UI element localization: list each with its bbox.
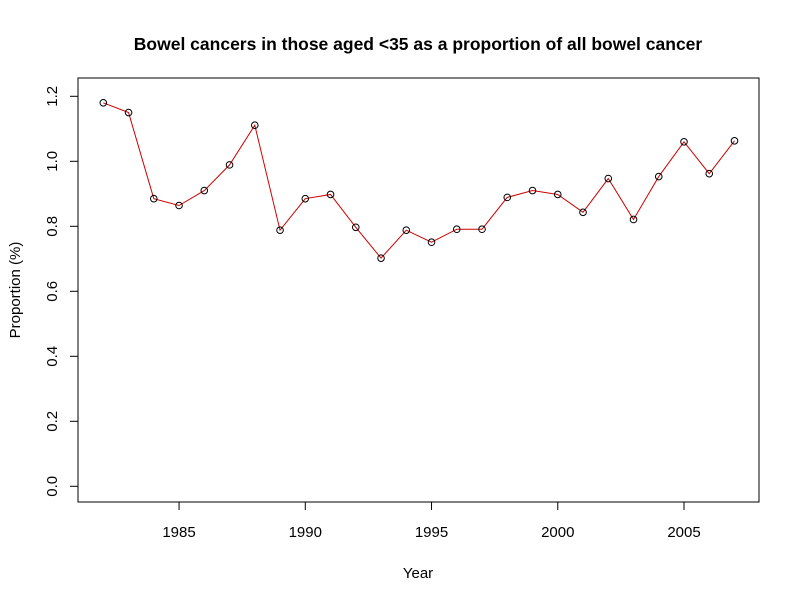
y-tick-label: 0.6	[44, 281, 61, 302]
plot-box	[77, 77, 760, 503]
y-tick-label: 1.2	[44, 86, 61, 107]
x-tick-label: 2000	[541, 524, 574, 541]
x-tick-label: 1990	[289, 524, 322, 541]
data-point	[705, 169, 714, 178]
data-point	[402, 226, 411, 234]
data-point	[629, 215, 638, 224]
data-point	[250, 121, 259, 130]
data-point	[503, 193, 512, 202]
y-axis-label: Proportion (%)	[7, 242, 24, 339]
y-tick-label: 0.0	[44, 476, 61, 497]
data-point	[200, 186, 209, 195]
data-point	[553, 190, 562, 199]
data-point	[225, 161, 234, 169]
x-tick-label: 2005	[667, 524, 700, 541]
data-point	[124, 108, 133, 117]
data-point	[478, 225, 486, 234]
data-point	[276, 226, 284, 234]
y-tick-label: 0.4	[44, 346, 61, 367]
chart-title: Bowel cancers in those aged <35 as a pro…	[134, 34, 703, 54]
x-tick-label: 1995	[415, 524, 448, 541]
data-point	[175, 201, 183, 210]
data-point	[452, 225, 461, 234]
y-tick-label: 0.8	[44, 216, 61, 237]
data-point	[604, 174, 613, 183]
y-tick-label: 1.0	[44, 151, 61, 172]
data-point	[654, 172, 663, 181]
data-point	[579, 208, 587, 217]
x-axis-label: Year	[403, 565, 433, 582]
data-point	[680, 138, 688, 146]
data-point	[99, 99, 108, 107]
x-tick-label: 1985	[162, 524, 195, 541]
data-point	[351, 223, 360, 232]
data-point	[427, 238, 436, 247]
y-tick-label: 0.2	[44, 411, 61, 432]
data-point	[377, 254, 385, 262]
data-point	[730, 137, 739, 145]
data-point	[149, 194, 158, 203]
series-line	[103, 102, 735, 259]
data-point	[301, 194, 310, 203]
data-point	[326, 190, 335, 199]
data-point	[528, 186, 537, 195]
